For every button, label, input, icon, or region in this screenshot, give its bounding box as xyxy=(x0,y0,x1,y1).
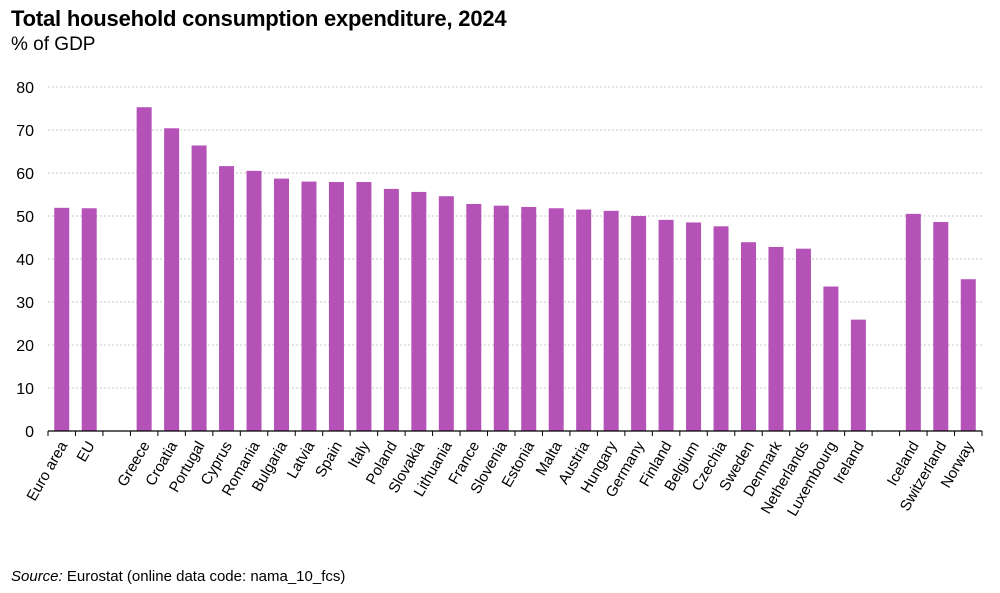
bar-cyprus xyxy=(219,166,235,431)
bar-estonia xyxy=(521,206,537,431)
source-note: Source: Eurostat (online data code: nama… xyxy=(11,568,345,585)
source-label: Source: xyxy=(11,568,63,585)
gridlines xyxy=(48,86,982,389)
y-tick-label: 0 xyxy=(25,424,34,441)
bar-france xyxy=(466,203,482,431)
y-tick-label: 20 xyxy=(16,338,34,355)
x-tick-label: Spain xyxy=(312,439,346,481)
x-axis-labels: Euro area EU GreeceCroatiaPortugalCyprusRo… xyxy=(24,438,978,519)
bar-malta xyxy=(548,208,564,431)
y-tick-label: 30 xyxy=(16,295,34,312)
y-tick-label: 10 xyxy=(16,381,34,398)
bar-eu xyxy=(81,208,97,431)
bar-switzerland xyxy=(933,222,949,431)
bar-denmark xyxy=(768,246,784,431)
bar-czechia xyxy=(713,226,729,431)
bar-romania xyxy=(246,170,262,431)
x-axis xyxy=(47,430,983,436)
y-tick-label: 70 xyxy=(16,123,34,140)
y-tick-label: 60 xyxy=(16,166,34,183)
bar-austria xyxy=(576,209,592,431)
bar-slovakia xyxy=(411,191,427,431)
bar-greece xyxy=(136,107,152,432)
source-text: Eurostat (online data code: nama_10_fcs) xyxy=(62,568,346,585)
bar-slovenia xyxy=(493,205,509,431)
chart-title: Total household consumption expenditure,… xyxy=(11,6,507,31)
bar-belgium xyxy=(686,222,702,431)
x-tick-label: EU xyxy=(74,439,99,466)
bar-germany xyxy=(631,216,647,431)
bar-sweden xyxy=(741,242,756,431)
bar-finland xyxy=(658,219,674,431)
bar-latvia xyxy=(301,181,317,431)
bar-italy xyxy=(356,182,372,431)
bar-poland xyxy=(383,188,399,431)
bar-spain xyxy=(328,182,344,431)
y-tick-label: 40 xyxy=(16,252,34,269)
bar-ireland xyxy=(850,319,866,431)
bar-portugal xyxy=(191,145,207,432)
y-axis-ticks: 0 10 20 30 40 50 60 70 80 xyxy=(16,80,34,441)
bar-luxembourg xyxy=(823,286,839,431)
bar-hungary xyxy=(603,210,619,431)
bar-euro-area xyxy=(54,207,70,431)
bars xyxy=(54,107,976,432)
x-tick-label: Latvia xyxy=(284,438,319,482)
y-tick-label: 50 xyxy=(16,209,34,226)
bar-norway xyxy=(960,279,976,431)
y-tick-label: 80 xyxy=(16,80,34,97)
x-tick-label: Euro area xyxy=(24,438,72,504)
bar-bulgaria xyxy=(274,178,289,431)
bar-netherlands xyxy=(795,248,811,431)
bar-lithuania xyxy=(438,196,454,431)
chart-subtitle: % of GDP xyxy=(11,34,96,55)
bar-croatia xyxy=(164,128,180,431)
bar-iceland xyxy=(905,213,921,431)
